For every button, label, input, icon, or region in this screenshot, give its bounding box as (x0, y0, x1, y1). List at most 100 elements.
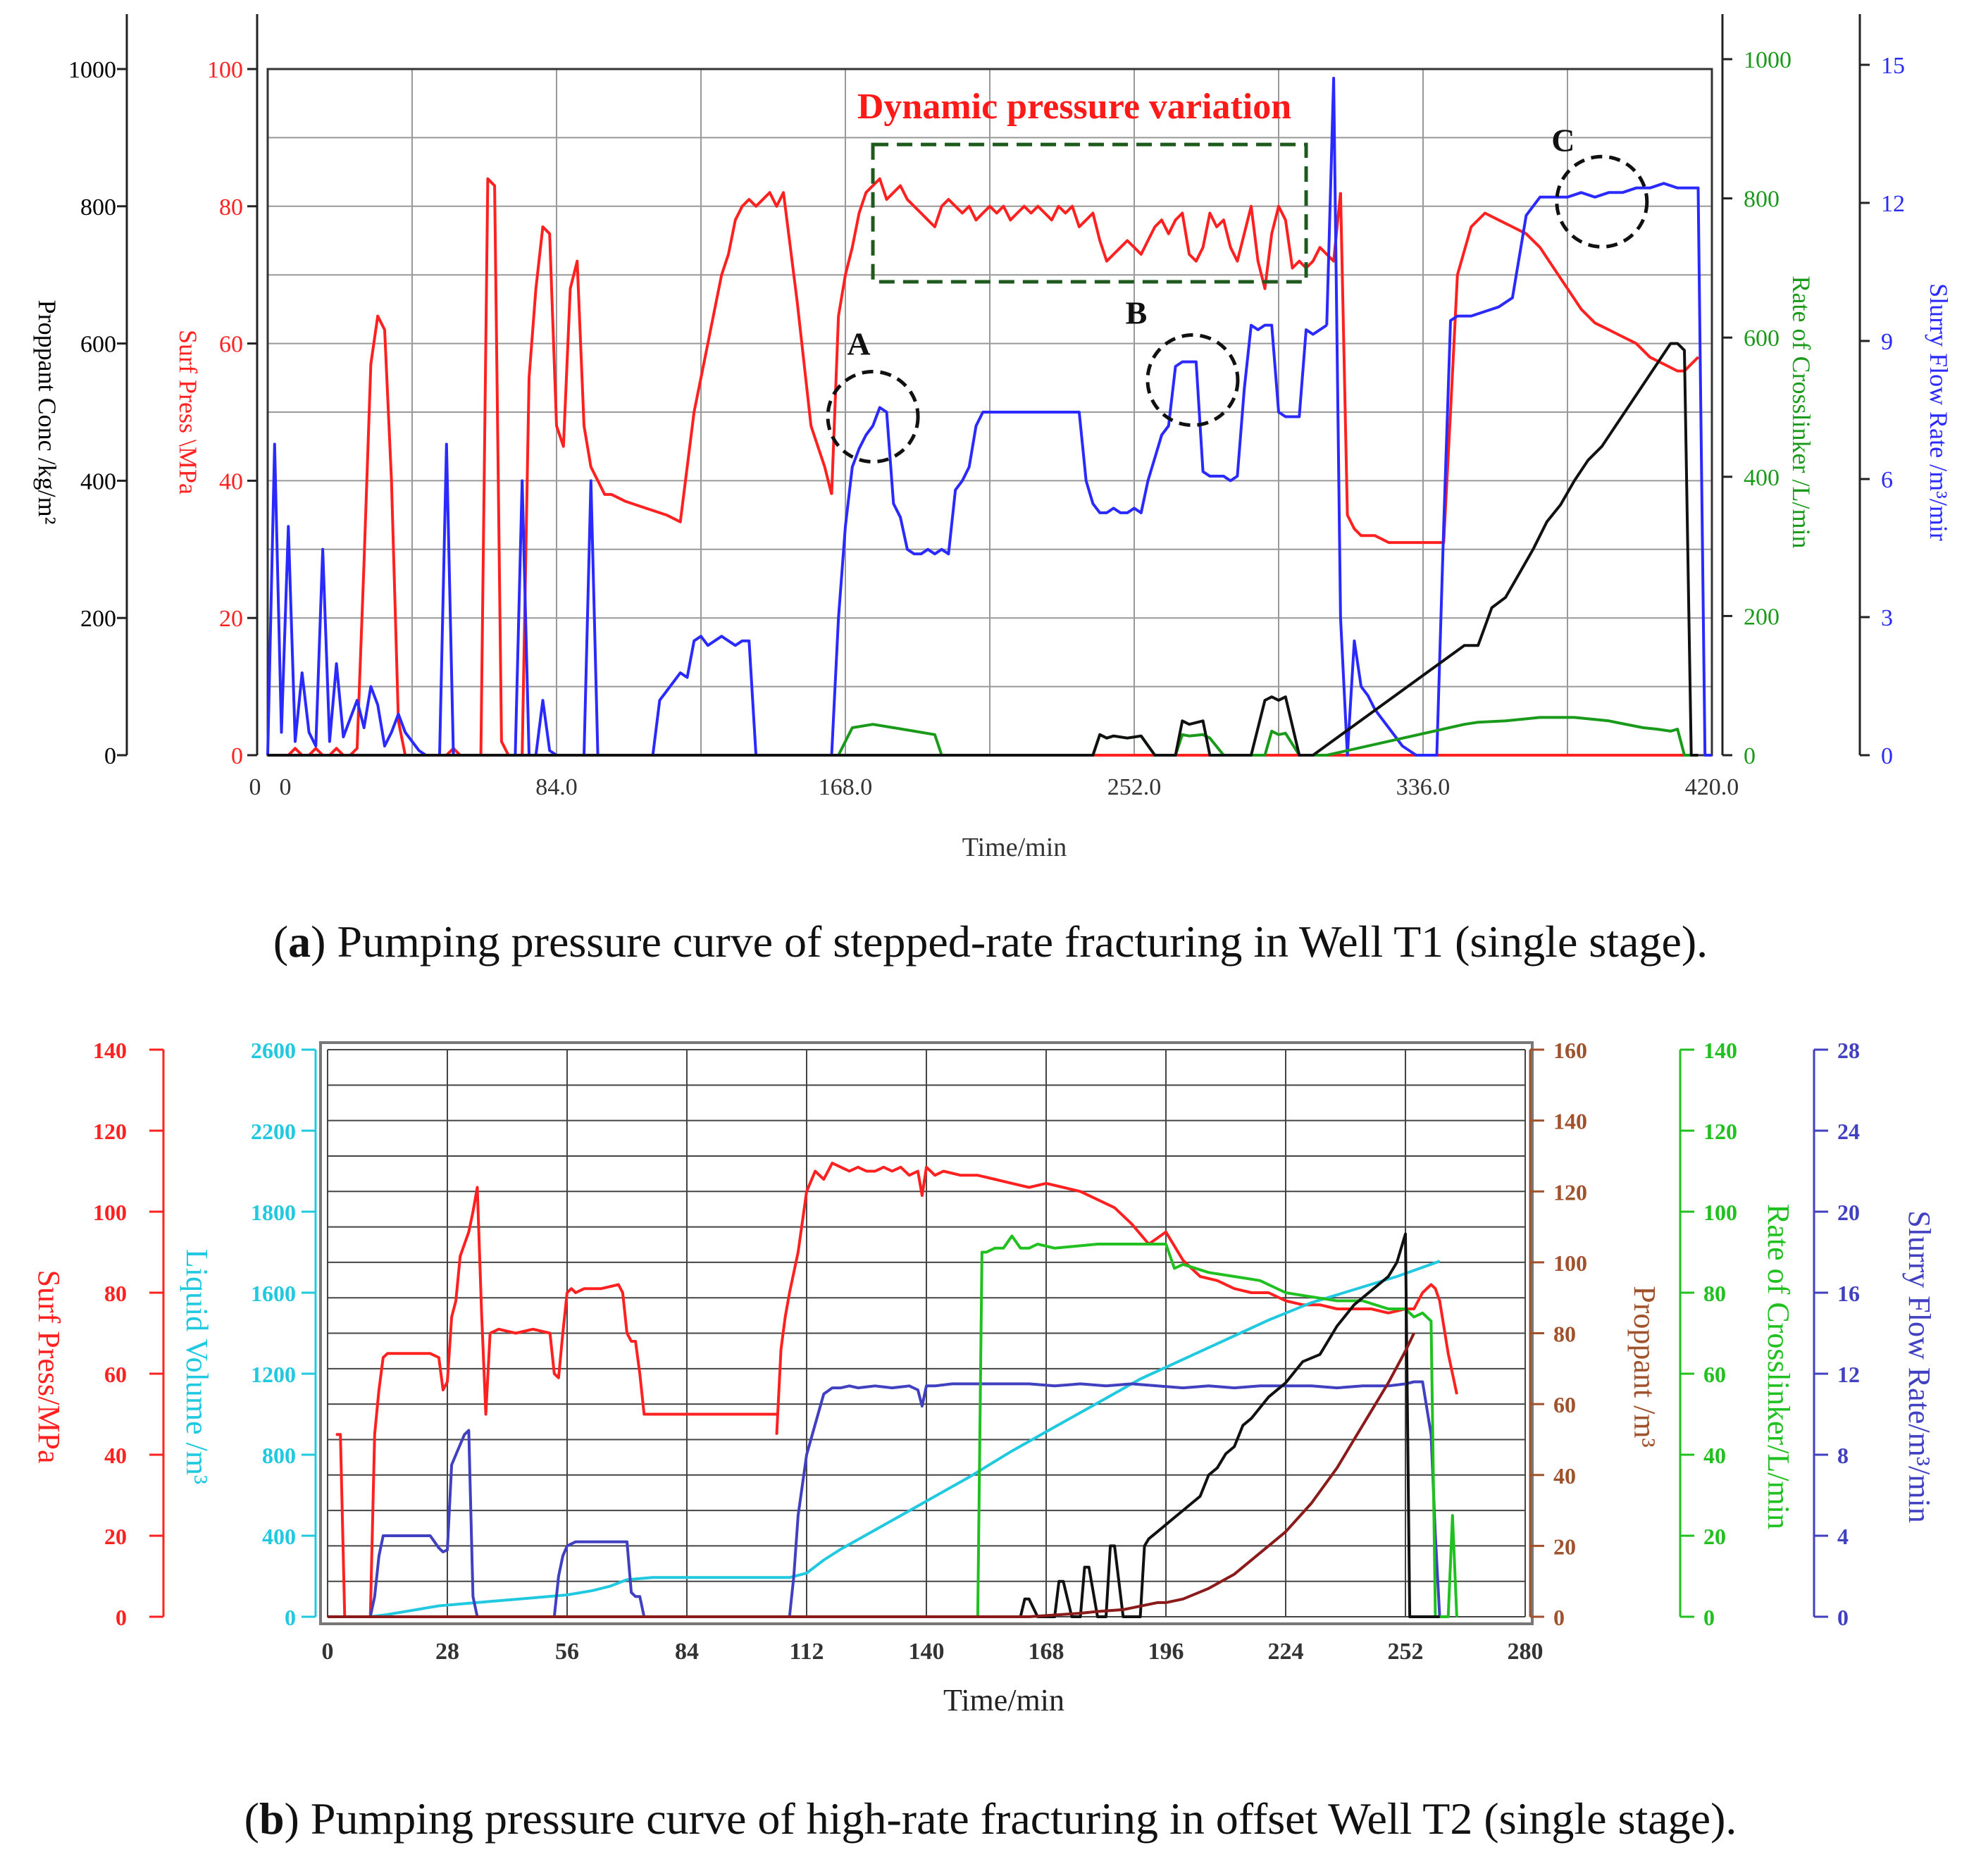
x-tick-label: 0 (280, 774, 292, 800)
data-point-proppant (267, 754, 268, 756)
crosslinker-tick-label: 100 (1703, 1200, 1737, 1225)
data-point-liquid (566, 1594, 568, 1596)
press-tick-label: 0 (116, 1605, 127, 1630)
data-point-crosslinker (1028, 1247, 1030, 1249)
data-point-flow (1236, 476, 1238, 477)
data-point-crosslinker (1097, 1243, 1098, 1245)
data-point-flow (429, 1535, 431, 1536)
data-point-press (1649, 356, 1651, 358)
data-point-proppant (1088, 1566, 1090, 1568)
data-point-proppant (1122, 1616, 1124, 1617)
data-point-flow (1119, 512, 1122, 514)
data-point-flow (926, 1385, 927, 1387)
data-point-press (553, 1373, 555, 1374)
data-point-flow (814, 1424, 816, 1425)
data-point-press (900, 185, 901, 187)
press-tick-label: 40 (219, 468, 243, 495)
data-point-press (1284, 219, 1286, 221)
data-point-press (395, 1353, 397, 1355)
data-point-proppant (1587, 459, 1589, 461)
data-point-press (824, 466, 826, 468)
data-point-proppant (1071, 1616, 1073, 1617)
data-point-proppant (1302, 1360, 1304, 1362)
data-point-crosslinker (1451, 1515, 1453, 1517)
data-point-flow (558, 1575, 559, 1577)
series-line-flow (1325, 77, 1712, 757)
data-point-press (1017, 212, 1018, 214)
data-point-press (1580, 309, 1582, 310)
data-point-liquid (1353, 1288, 1355, 1291)
press-tick-label: 120 (93, 1119, 127, 1144)
data-point-flow (1622, 192, 1623, 194)
proppant-axis-title: Proppant /m³ (1627, 1286, 1662, 1448)
data-point-press (1608, 329, 1610, 330)
data-point-press (865, 192, 867, 194)
data-point-flow (1264, 324, 1266, 326)
data-point-proppant (1054, 1616, 1055, 1617)
data-point-flow (907, 549, 908, 550)
data-point-flow (721, 635, 723, 637)
data-point-flow (404, 731, 406, 733)
data-point-proppant (1615, 425, 1617, 427)
data-point-press (464, 1243, 466, 1245)
data-point-flow (356, 700, 358, 701)
data-point-press (438, 1357, 440, 1358)
data-point-press (769, 192, 771, 194)
data-point-liquid (686, 1577, 688, 1579)
data-point-proppant (1532, 549, 1534, 550)
press-tick-label: 80 (219, 194, 243, 220)
data-point-proppant (1097, 1616, 1098, 1617)
liquid-tick-label: 0 (285, 1605, 296, 1630)
data-point-flow (1580, 192, 1582, 194)
data-point-flow (1168, 425, 1169, 427)
data-point-press (1099, 754, 1100, 756)
data-point-crosslinker (1336, 1300, 1338, 1302)
data-point-flow (1243, 388, 1245, 390)
data-point-press (604, 494, 606, 495)
data-point-press (1677, 754, 1678, 756)
data-point-liquid (1396, 1276, 1398, 1277)
data-point-press (1635, 754, 1637, 756)
data-point-press (645, 507, 647, 509)
data-point-press (1567, 287, 1568, 290)
data-point-flow (1436, 754, 1438, 756)
crosslinker-tick-label: 80 (1703, 1281, 1726, 1306)
liquid-tick-label: 1200 (251, 1362, 296, 1387)
proppant-tick-label: 400 (80, 468, 116, 495)
data-point-flow (1367, 695, 1369, 697)
data-point-press (900, 1166, 902, 1168)
data-point-flow (1234, 1387, 1235, 1389)
data-point-flow (1037, 411, 1039, 413)
x-tick-label: 0 (322, 1639, 334, 1665)
data-point-press (1181, 212, 1184, 214)
data-point-press (735, 219, 736, 221)
data-point-press (679, 521, 681, 523)
data-point-flow (940, 549, 943, 550)
data-point-press (1202, 247, 1204, 249)
data-point-press (442, 1389, 444, 1391)
data-point-flow (1196, 361, 1197, 363)
data-point-liquid (387, 1614, 388, 1615)
data-point-flow (329, 740, 330, 743)
data-point-press (1257, 260, 1259, 262)
data-point-proppant (1336, 1325, 1338, 1327)
data-point-press (1370, 1308, 1372, 1310)
data-point-flow (989, 411, 990, 413)
data-point-press (1374, 535, 1376, 537)
data-point-proppant (1505, 597, 1506, 598)
data-point-flow (900, 516, 901, 518)
data-point-press (515, 1332, 516, 1334)
data-point-press (1062, 1186, 1064, 1188)
data-point-flow (1134, 507, 1135, 509)
data-point-flow (1291, 416, 1293, 418)
data-point-press (926, 1166, 927, 1168)
data-point-proppant (1028, 1616, 1030, 1617)
data-point-crosslinker (1642, 727, 1644, 728)
data-point-proppant (1601, 445, 1603, 447)
data-point-flow (1223, 476, 1224, 477)
data-point-press (831, 494, 833, 495)
data-point-press (955, 206, 956, 207)
data-point-press (1353, 1308, 1355, 1310)
data-point-press (549, 1332, 551, 1334)
data-point-proppant (1656, 364, 1658, 365)
